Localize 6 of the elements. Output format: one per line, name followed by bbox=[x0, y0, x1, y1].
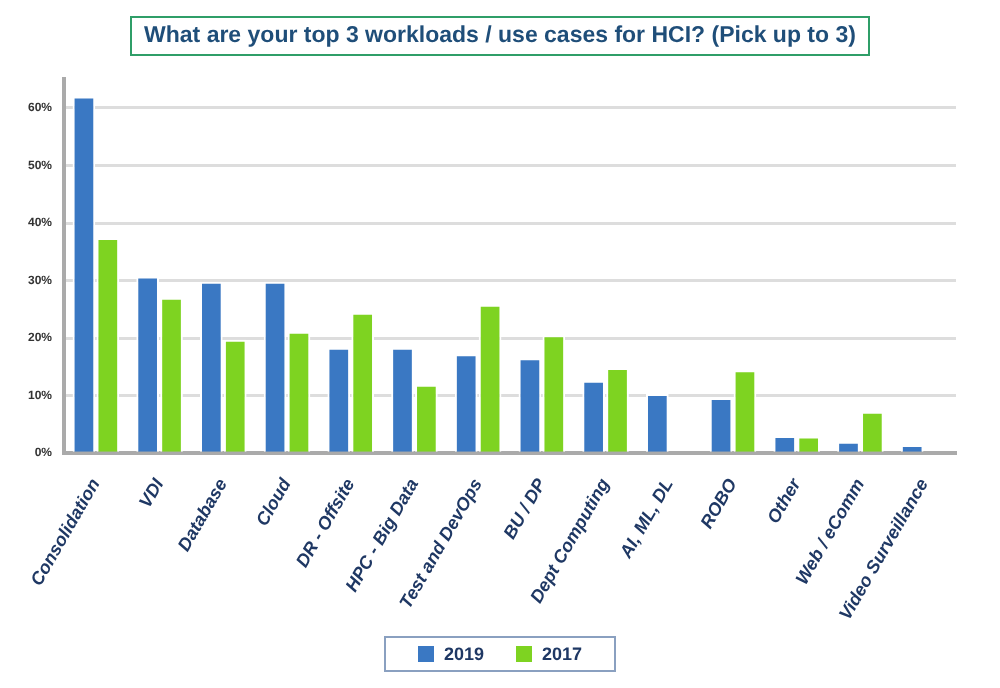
legend-label: 2019 bbox=[443, 644, 484, 664]
x-tick-label: VDI bbox=[135, 474, 168, 512]
x-tick-label: AI, ML, DL bbox=[614, 475, 678, 563]
chart-title: What are your top 3 workloads / use cases for HCI? (Pick up to 3) bbox=[130, 16, 870, 56]
x-tick-label: BU / DP bbox=[499, 473, 551, 543]
legend-label: 2017 bbox=[542, 644, 583, 664]
